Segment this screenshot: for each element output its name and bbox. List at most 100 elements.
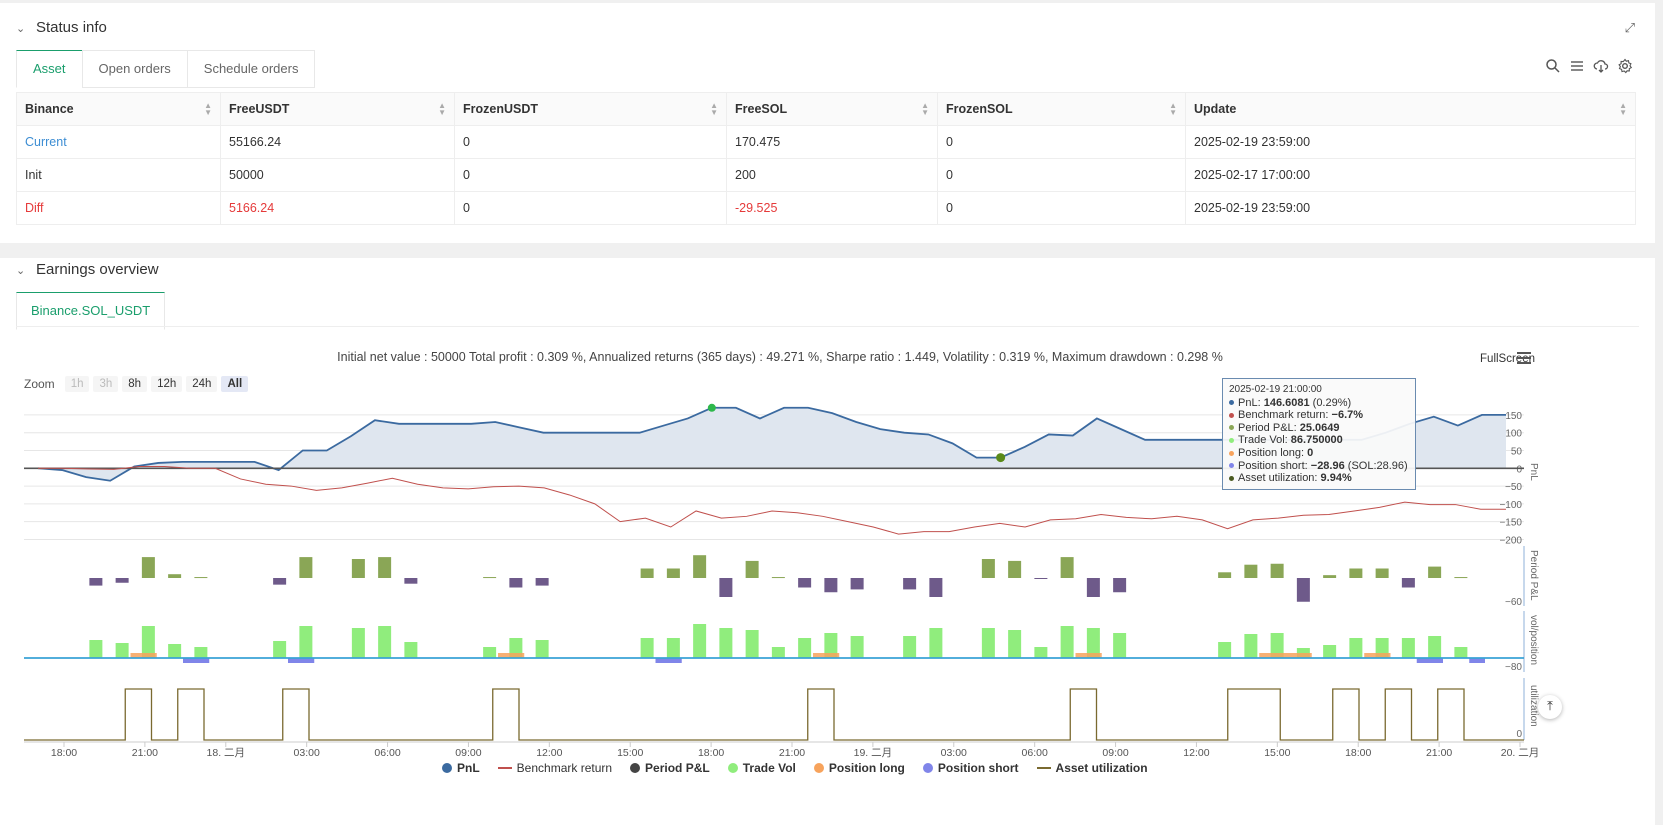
sort-icon[interactable]: ▲ ▼ <box>204 101 212 117</box>
legend-label: Period P&L <box>645 761 710 775</box>
position-short-bar <box>1469 658 1485 663</box>
trade-vol-bar <box>115 643 129 658</box>
column-header-freesol[interactable]: FreeSOL ▲ ▼ <box>726 92 938 126</box>
legend-item[interactable]: Trade Vol <box>727 761 796 775</box>
utilization-line <box>24 688 1524 741</box>
zoom-1h-button[interactable]: 1h <box>64 376 90 392</box>
table-cell: 2025-02-17 17:00:00 <box>1185 158 1636 192</box>
tooltip-label: Benchmark return: <box>1238 409 1329 422</box>
x-tick-label: 18:00 <box>698 747 724 758</box>
earnings-chart[interactable]: 150 100 50 0 −50 −100 −150 −200 PnL −60 Period P&L… <box>0 258 1560 758</box>
row-label-current[interactable]: Current <box>16 125 221 159</box>
columns-icon[interactable] <box>1569 58 1585 74</box>
position-short-bar <box>1416 658 1443 663</box>
sort-icon[interactable]: ▲ ▼ <box>921 101 929 117</box>
sort-icon[interactable]: ▲ ▼ <box>1619 101 1627 117</box>
chevron-down-icon[interactable]: ⌄ <box>16 265 26 277</box>
status-info-title: Status info <box>36 19 107 36</box>
legend-item[interactable]: Position long <box>813 761 905 775</box>
legend-label: Trade Vol <box>742 761 796 775</box>
period-pnl-bar <box>903 578 917 590</box>
column-header-frozenusdt[interactable]: FrozenUSDT ▲ ▼ <box>454 92 727 126</box>
x-tick-label: 18:00 <box>51 747 77 758</box>
zoom-12h-button[interactable]: 12h <box>151 376 183 392</box>
tab-open-orders[interactable]: Open orders <box>81 50 187 88</box>
legend-item[interactable]: Asset utilization <box>1036 761 1148 775</box>
earnings-overview-header[interactable]: ⌄ Earnings overview <box>16 261 159 278</box>
x-tick-label: 15:00 <box>617 747 643 758</box>
chart-legend: PnL Benchmark return Period P&L Trade Vo… <box>442 761 1148 775</box>
x-tick-label: 09:00 <box>455 747 481 758</box>
column-header-frozensol[interactable]: FrozenSOL ▲ ▼ <box>937 92 1186 126</box>
zoom-24h-button[interactable]: 24h <box>186 376 218 392</box>
back-to-top-button[interactable]: ⤒ <box>1538 695 1562 719</box>
tooltip-value: 146.6081 <box>1263 396 1310 409</box>
trade-vol-bar <box>719 628 733 658</box>
benchmark-line <box>38 465 1506 535</box>
x-tick-label: 21:00 <box>779 747 805 758</box>
trade-vol-bar <box>1244 634 1258 658</box>
trade-vol-bar <box>666 638 680 658</box>
table-cell: 2025-02-19 23:59:00 <box>1185 191 1636 225</box>
tooltip-long: Position long: 0 <box>1229 447 1409 460</box>
gear-icon[interactable] <box>1617 58 1633 74</box>
period-pnl-bar <box>115 578 129 583</box>
column-header-freeusdt[interactable]: FreeUSDT ▲ ▼ <box>220 92 455 126</box>
period-pnl-bar <box>378 557 392 578</box>
period-pnl-bar <box>273 578 287 585</box>
trade-vol-bar <box>89 640 103 658</box>
tooltip-short: Position short: −28.96 (SOL:28.96) <box>1229 460 1409 473</box>
x-tick-label: 15:00 <box>1264 747 1290 758</box>
zoom-3h-button[interactable]: 3h <box>93 376 119 392</box>
trade-vol-bar <box>168 644 182 658</box>
tooltip-value: 0 <box>1307 446 1314 459</box>
tooltip-label: Asset utilization: <box>1238 472 1318 485</box>
search-icon[interactable] <box>1545 58 1561 74</box>
menu-icon[interactable] <box>1516 351 1532 368</box>
tooltip-extra: (0.29%) <box>1312 396 1352 409</box>
table-cell: 5166.24 <box>220 191 455 225</box>
period-pnl-bar <box>981 559 995 578</box>
sort-icon[interactable]: ▲ ▼ <box>710 101 718 117</box>
period-pnl-bar <box>1349 568 1363 578</box>
chevron-down-icon[interactable]: ⌄ <box>16 23 26 35</box>
tab-binance-sol-usdt[interactable]: Binance.SOL_USDT <box>16 292 166 330</box>
tooltip-vol: Trade Vol: 86.750000 <box>1229 434 1409 447</box>
collapse-icon[interactable]: ⤢ <box>1624 20 1635 35</box>
period-pnl-bar <box>1244 564 1258 578</box>
period-pnl-bar <box>666 568 680 578</box>
trade-vol-bar <box>745 630 759 658</box>
legend-label: PnL <box>457 761 480 775</box>
chart-tooltip: 2025-02-19 21:00:00 PnL: 146.6081 (0.29%… <box>1222 378 1416 490</box>
table-cell: 50000 <box>220 158 455 192</box>
position-short-bar <box>655 658 682 663</box>
x-tick-label: 20. 二月 <box>1501 747 1540 758</box>
divider <box>16 326 1639 327</box>
legend-item[interactable]: Position short <box>922 761 1019 775</box>
tooltip-period: Period P&L: 25.0649 <box>1229 422 1409 435</box>
tooltip-pnl: PnL: 146.6081 (0.29%) <box>1229 397 1409 410</box>
column-header-binance[interactable]: Binance ▲ ▼ <box>16 92 221 126</box>
tooltip-label: Trade Vol: <box>1238 434 1288 447</box>
tooltip-value: −28.96 <box>1310 459 1345 472</box>
legend-item[interactable]: Period P&L <box>630 761 710 775</box>
sort-icon[interactable]: ▲ ▼ <box>438 101 446 117</box>
zoom-all-button[interactable]: All <box>221 376 249 392</box>
table-cell: 0 <box>454 158 727 192</box>
legend-label: Position long <box>828 761 905 775</box>
x-tick-label: 18:00 <box>1345 747 1371 758</box>
header-label: FreeUSDT <box>229 102 290 116</box>
zoom-8h-button[interactable]: 8h <box>122 376 148 392</box>
sort-icon[interactable]: ▲ ▼ <box>1169 101 1177 117</box>
cloud-download-icon[interactable] <box>1593 58 1609 74</box>
table-cell: 2025-02-19 23:59:00 <box>1185 125 1636 159</box>
tooltip-label: Position long: <box>1238 446 1305 459</box>
tab-asset[interactable]: Asset <box>16 50 82 88</box>
table-cell: 0 <box>454 191 727 225</box>
status-info-header[interactable]: ⌄ Status info <box>16 19 107 36</box>
header-label: FrozenUSDT <box>463 102 538 116</box>
tab-schedule-orders[interactable]: Schedule orders <box>186 50 316 88</box>
legend-item[interactable]: PnL <box>442 761 480 775</box>
column-header-update[interactable]: Update ▲ ▼ <box>1185 92 1636 126</box>
legend-item[interactable]: Benchmark return <box>497 761 612 775</box>
